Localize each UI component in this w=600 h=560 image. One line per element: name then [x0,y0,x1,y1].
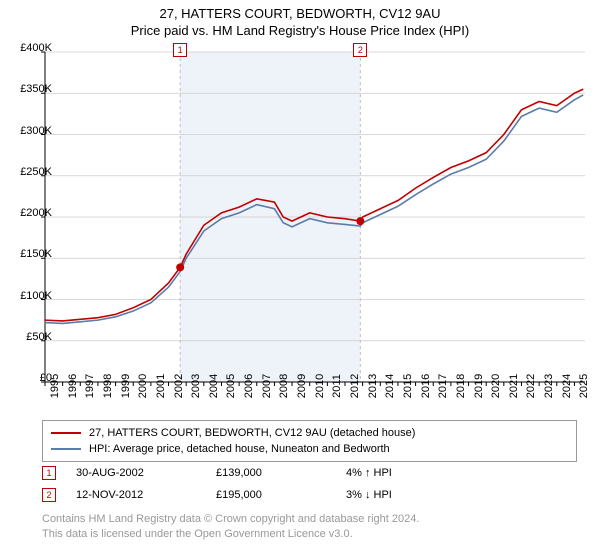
legend: 27, HATTERS COURT, BEDWORTH, CV12 9AU (d… [42,420,577,462]
legend-swatch [51,432,81,434]
legend-item: 27, HATTERS COURT, BEDWORTH, CV12 9AU (d… [51,425,568,441]
chart-container: 27, HATTERS COURT, BEDWORTH, CV12 9AU Pr… [0,0,600,560]
x-tick-label: 2005 [225,374,237,398]
legend-swatch [51,448,81,450]
x-tick-label: 2013 [367,374,379,398]
x-tick-label: 2009 [296,374,308,398]
x-tick-label: 2017 [437,374,449,398]
transaction-hpi-delta: 4% ↑ HPI [346,467,392,479]
x-tick-label: 2020 [490,374,502,398]
transaction-row: 1 30-AUG-2002£139,0004% ↑ HPI [42,462,577,484]
transaction-date: 12-NOV-2012 [76,489,216,501]
x-tick-label: 2021 [508,374,520,398]
x-tick-label: 2022 [525,374,537,398]
x-tick-label: 1998 [102,374,114,398]
transaction-price: £195,000 [216,489,346,501]
transaction-row: 2 12-NOV-2012£195,0003% ↓ HPI [42,484,577,506]
transaction-marker: 1 [42,466,56,480]
credit-line-2: This data is licensed under the Open Gov… [42,527,577,542]
y-tick-label: £200K [20,207,52,219]
x-tick-label: 1996 [67,374,79,398]
x-tick-label: 1999 [120,374,132,398]
transaction-hpi-delta: 3% ↓ HPI [346,489,392,501]
legend-label: HPI: Average price, detached house, Nune… [89,443,390,455]
x-tick-label: 2015 [402,374,414,398]
x-tick-label: 2014 [384,374,396,398]
x-tick-label: 2000 [137,374,149,398]
x-tick-label: 2018 [455,374,467,398]
legend-item: HPI: Average price, detached house, Nune… [51,441,568,457]
y-tick-label: £250K [20,166,52,178]
title-subtitle: Price paid vs. HM Land Registry's House … [0,23,600,38]
y-tick-label: £400K [20,42,52,54]
x-tick-label: 2011 [331,374,343,398]
y-tick-label: £50K [26,331,52,343]
x-tick-label: 2023 [543,374,555,398]
y-tick-label: £100K [20,290,52,302]
transaction-marker: 2 [42,488,56,502]
x-tick-label: 2016 [420,374,432,398]
x-tick-label: 2019 [473,374,485,398]
y-tick-label: £350K [20,83,52,95]
x-tick-label: 2004 [208,374,220,398]
credit-line-1: Contains HM Land Registry data © Crown c… [42,512,577,527]
title-block: 27, HATTERS COURT, BEDWORTH, CV12 9AU Pr… [0,0,600,38]
transactions-table: 1 30-AUG-2002£139,0004% ↑ HPI 2 12-NOV-2012… [42,462,577,506]
x-tick-label: 2007 [261,374,273,398]
callout-marker: 1 [173,43,187,57]
callout-marker: 2 [353,43,367,57]
title-address: 27, HATTERS COURT, BEDWORTH, CV12 9AU [0,6,600,21]
x-tick-label: 2012 [349,374,361,398]
x-tick-label: 2003 [190,374,202,398]
transaction-date: 30-AUG-2002 [76,467,216,479]
x-tick-label: 2024 [561,374,573,398]
x-tick-label: 2002 [173,374,185,398]
legend-label: 27, HATTERS COURT, BEDWORTH, CV12 9AU (d… [89,427,415,439]
line-chart [40,40,590,390]
x-tick-label: 2010 [314,374,326,398]
x-tick-label: 2006 [243,374,255,398]
credit-text: Contains HM Land Registry data © Crown c… [42,512,577,542]
y-tick-label: £300K [20,125,52,137]
chart-area [45,48,585,378]
x-tick-label: 2008 [278,374,290,398]
x-tick-label: 2001 [155,374,167,398]
transaction-price: £139,000 [216,467,346,479]
x-tick-label: 1997 [84,374,96,398]
x-tick-label: 1995 [49,374,61,398]
y-tick-label: £150K [20,248,52,260]
x-tick-label: 2025 [578,374,590,398]
